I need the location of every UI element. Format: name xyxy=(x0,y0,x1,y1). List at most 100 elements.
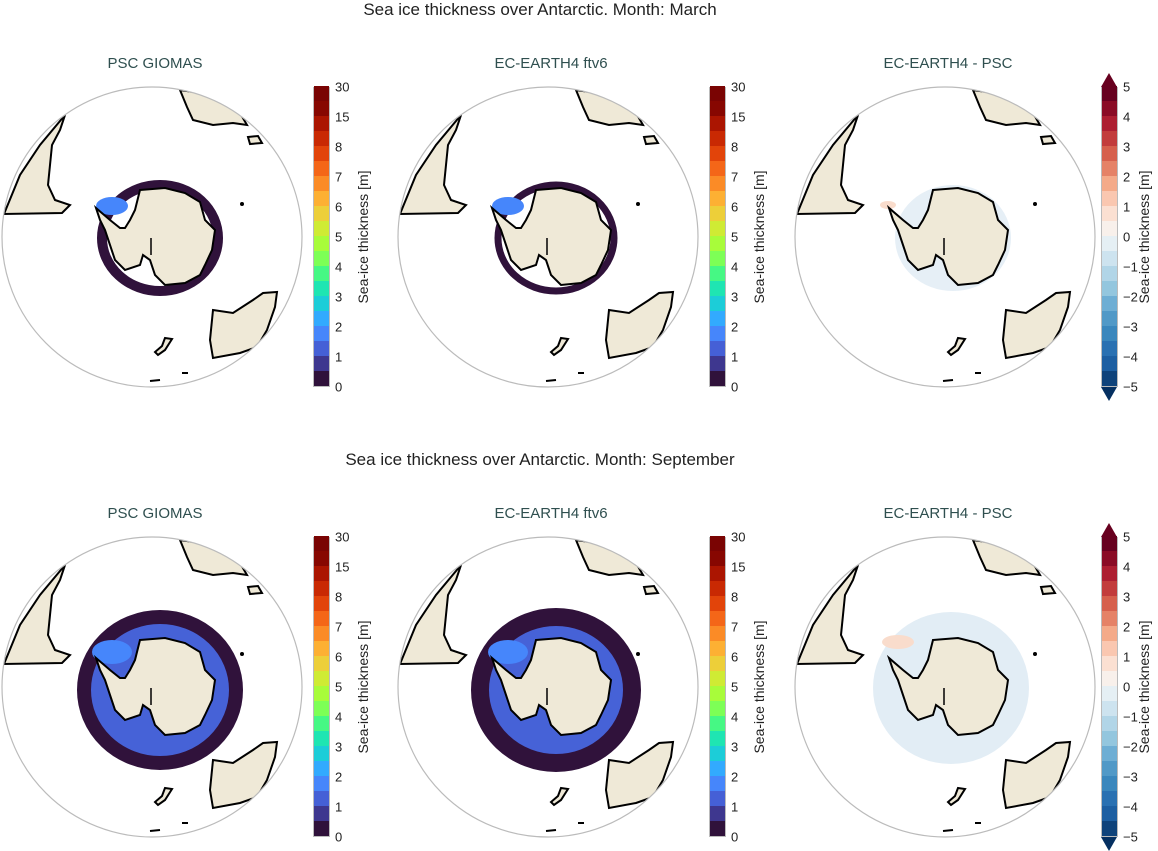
colorbar-tick-label: 1 xyxy=(1123,649,1131,665)
colorbar-segment xyxy=(314,730,329,746)
colorbar-segment xyxy=(314,145,329,161)
colorbar-segment xyxy=(710,805,725,821)
colorbar-tick-label: 30 xyxy=(335,79,350,95)
colorbar-tick-label: 5 xyxy=(1123,79,1131,95)
panel-title: EC-EARTH4 - PSC xyxy=(883,505,1013,522)
sea-ice-thick-patch xyxy=(92,640,132,664)
colorbar-tick-label: −5 xyxy=(1123,379,1138,395)
colorbar-tick-label: 30 xyxy=(731,79,746,95)
colorbar-segment xyxy=(314,355,329,371)
colorbar-segment xyxy=(1102,205,1117,221)
colorbar-segment xyxy=(314,130,329,146)
colorbar-tick-label: 3 xyxy=(731,739,739,755)
colorbar-tick-label: 15 xyxy=(731,109,746,125)
colorbar-segment xyxy=(1102,715,1117,731)
colorbar-segment xyxy=(710,160,725,176)
colorbar-segment xyxy=(314,535,329,551)
colorbar-tick-label: 15 xyxy=(731,559,746,575)
colorbar-tick-label: 6 xyxy=(731,199,739,215)
colorbar-segment xyxy=(314,190,329,206)
colorbar-tick-label: 6 xyxy=(335,649,343,665)
colorbar-extend-low xyxy=(1101,387,1117,401)
land-masses xyxy=(399,89,674,382)
colorbar-tick-label: 2 xyxy=(731,769,739,785)
map-boundary xyxy=(794,536,1096,838)
colorbar-tick-label: 8 xyxy=(335,139,343,155)
colorbar-tick-label: 1 xyxy=(731,349,739,365)
colorbar-segment xyxy=(1102,580,1117,596)
colorbar-extend-high xyxy=(1101,523,1117,537)
colorbar-extend-high xyxy=(1101,73,1117,87)
colorbar-tick-label: 1 xyxy=(335,349,343,365)
land-masses xyxy=(3,89,278,382)
colorbar-segment xyxy=(710,820,725,836)
colorbar-tick-label: 30 xyxy=(335,529,350,545)
panel-title: EC-EARTH4 - PSC xyxy=(883,55,1013,72)
colorbar-tick-label: 5 xyxy=(731,229,739,245)
colorbar-segment xyxy=(1102,745,1117,761)
colorbar-segment xyxy=(314,595,329,611)
colorbar-segment xyxy=(1102,85,1117,101)
colorbar-label: Sea-ice thickness [m] xyxy=(355,620,371,754)
polar-map xyxy=(0,80,310,390)
polar-map xyxy=(0,530,310,840)
colorbar-segment xyxy=(710,700,725,716)
sea-ice-thick-patch xyxy=(488,640,528,664)
colorbar-tick-label: 7 xyxy=(731,169,739,185)
colorbar-segment xyxy=(314,280,329,296)
colorbar-segment xyxy=(314,655,329,671)
colorbar-segment xyxy=(314,640,329,656)
colorbar-segment xyxy=(314,310,329,326)
colorbar-segment xyxy=(1102,610,1117,626)
colorbar-segment xyxy=(1102,100,1117,116)
colorbar-segment xyxy=(710,310,725,326)
colorbar-tick-label: 0 xyxy=(335,829,343,845)
colorbar-tick-label: 2 xyxy=(1123,619,1131,635)
sea-ice-field xyxy=(494,181,618,295)
colorbar-segment xyxy=(710,145,725,161)
polar-map xyxy=(396,80,706,390)
colorbar-segment xyxy=(710,640,725,656)
colorbar-segment xyxy=(314,580,329,596)
colorbar-segment xyxy=(1102,340,1117,356)
colorbar-tick-label: 3 xyxy=(1123,139,1131,155)
colorbar-segment xyxy=(1102,190,1117,206)
colorbar-segment xyxy=(710,280,725,296)
colorbar-tick-label: −2 xyxy=(1123,289,1138,305)
colorbar-tick-label: 1 xyxy=(1123,199,1131,215)
thickness-colorbar xyxy=(313,85,330,387)
colorbar-tick-label: 0 xyxy=(1123,229,1131,245)
map-boundary xyxy=(1,536,303,838)
colorbar-tick-label: 2 xyxy=(335,319,343,335)
colorbar-segment xyxy=(314,295,329,311)
colorbar-segment xyxy=(1102,640,1117,656)
colorbar-segment xyxy=(314,820,329,836)
colorbar-tick-label: 15 xyxy=(335,109,350,125)
colorbar-segment xyxy=(314,610,329,626)
colorbar-segment xyxy=(710,760,725,776)
colorbar-label: Sea-ice thickness [m] xyxy=(355,170,371,304)
colorbar-segment xyxy=(710,685,725,701)
colorbar-tick-label: 4 xyxy=(731,709,739,725)
colorbar-tick-label: 6 xyxy=(731,649,739,665)
colorbar-tick-label: 0 xyxy=(1123,679,1131,695)
colorbar-tick-label: 30 xyxy=(731,529,746,545)
colorbar-segment xyxy=(1102,820,1117,836)
colorbar-segment xyxy=(1102,325,1117,341)
sea-ice-thick-patch xyxy=(96,197,128,215)
land-masses xyxy=(796,539,1071,832)
colorbar-segment xyxy=(314,340,329,356)
colorbar-tick-label: 4 xyxy=(1123,109,1131,125)
colorbar-segment xyxy=(314,370,329,386)
colorbar-segment xyxy=(1102,370,1117,386)
colorbar-tick-label: −1 xyxy=(1123,709,1138,725)
colorbar-segment xyxy=(710,130,725,146)
colorbar-segment xyxy=(1102,550,1117,566)
colorbar-tick-label: 3 xyxy=(731,289,739,305)
colorbar-segment xyxy=(1102,310,1117,326)
colorbar-tick-label: 2 xyxy=(1123,169,1131,185)
colorbar-segment xyxy=(314,670,329,686)
colorbar-segment xyxy=(314,175,329,191)
colorbar-segment xyxy=(1102,355,1117,371)
colorbar-tick-label: −1 xyxy=(1123,259,1138,275)
